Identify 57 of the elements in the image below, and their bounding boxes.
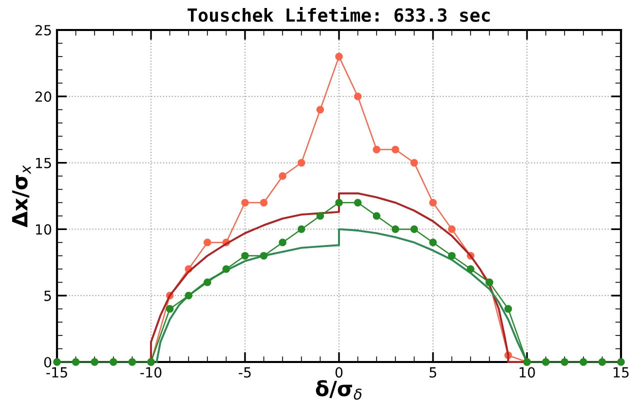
- point: [392, 146, 400, 154]
- point: [392, 225, 400, 234]
- point: [222, 265, 230, 273]
- x-tick-label: 15: [614, 367, 629, 378]
- point: [204, 238, 212, 246]
- point: [466, 265, 474, 273]
- point: [617, 358, 625, 366]
- point: [542, 358, 550, 366]
- point: [580, 358, 588, 366]
- x-tick-label: 10: [520, 367, 535, 378]
- point: [298, 158, 306, 167]
- y-tick-label: 5: [44, 290, 51, 302]
- chart-title: Touschek Lifetime: 633.3 sec: [188, 6, 490, 22]
- y-tick-label: 20: [35, 91, 52, 102]
- point: [241, 198, 249, 206]
- point: [260, 252, 268, 260]
- point: [316, 212, 324, 220]
- y-tick-label: 25: [35, 24, 51, 36]
- point: [90, 358, 98, 366]
- y-axis-title: Δx/σ$_{x}$: [12, 165, 31, 228]
- point: [316, 106, 324, 114]
- point: [448, 252, 456, 260]
- point: [166, 305, 174, 313]
- point: [278, 238, 286, 246]
- point: [184, 292, 192, 300]
- point: [278, 172, 286, 180]
- x-tick-label: 0: [335, 367, 342, 378]
- x-tick-label: -5: [238, 367, 251, 378]
- point: [110, 358, 118, 366]
- point: [72, 358, 80, 366]
- x-tick-label: -15: [46, 367, 68, 378]
- point: [410, 158, 418, 167]
- point: [354, 198, 362, 206]
- point: [354, 92, 362, 100]
- point: [372, 212, 380, 220]
- point: [298, 225, 306, 234]
- point: [410, 225, 418, 234]
- point: [372, 146, 380, 154]
- point: [429, 198, 437, 206]
- y-tick-label: 10: [36, 224, 52, 235]
- point: [598, 358, 606, 366]
- x-tick-label: 5: [430, 367, 436, 378]
- y-tick-label: 15: [36, 158, 51, 168]
- point: [504, 305, 512, 313]
- point: [260, 198, 268, 206]
- x-tick-label: -10: [140, 367, 162, 378]
- point: [335, 52, 343, 60]
- point: [53, 358, 61, 366]
- point: [204, 278, 212, 286]
- point: [448, 225, 456, 234]
- x-axis-title: δ/σ$_{δ}$: [316, 380, 362, 400]
- point: [335, 198, 343, 206]
- point: [560, 358, 568, 366]
- point: [241, 252, 249, 260]
- point: [128, 358, 136, 366]
- y-tick-label: 0: [44, 356, 52, 368]
- point: [429, 238, 437, 246]
